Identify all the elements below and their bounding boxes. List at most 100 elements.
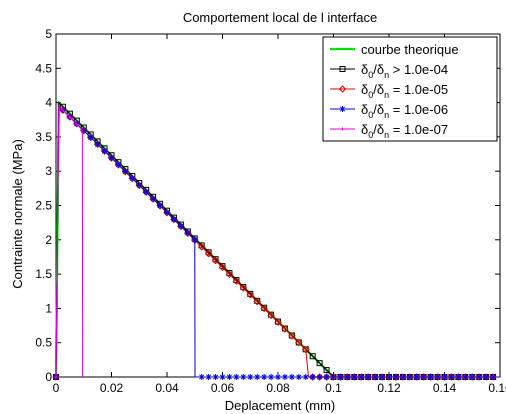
series-marker-3 [191, 236, 198, 243]
legend-label-part: = 1.0e-05 [389, 82, 448, 97]
series-marker-3 [94, 141, 101, 148]
series-marker-3 [476, 374, 483, 380]
x-tick-label: 0.02 [100, 381, 124, 395]
series-marker-2 [135, 181, 143, 190]
series-marker-2 [170, 215, 178, 224]
series-marker-3 [392, 374, 399, 380]
y-tick-label: 5 [45, 27, 52, 41]
series-marker-2 [260, 304, 268, 313]
series-marker-3 [164, 209, 170, 216]
legend-marker-2 [338, 85, 347, 93]
series-marker-2 [211, 256, 220, 265]
legend-entry-3: δ0/δn = 1.0e-06 [330, 102, 448, 120]
series-marker-3 [275, 374, 281, 380]
legend-marker-3 [339, 106, 346, 112]
legend-label-3: δ0/δn = 1.0e-06 [361, 102, 448, 120]
y-axis-label: Contrainte normale (MPa) [10, 139, 25, 289]
series-marker-2 [218, 263, 227, 272]
series-marker-2 [204, 250, 213, 258]
series-marker-3 [247, 374, 254, 380]
legend-marker-4 [341, 127, 344, 131]
legend-label-part: δ [361, 62, 368, 77]
series-marker-1 [309, 353, 316, 360]
series-marker-3 [150, 195, 157, 202]
y-tick-label: 1.5 [35, 267, 52, 281]
x-tick-label: 0.1 [325, 381, 342, 395]
series-marker-2 [281, 325, 289, 333]
series-marker-3 [177, 223, 184, 230]
series-group [52, 99, 500, 381]
series-marker-2 [197, 243, 206, 251]
series-marker-3 [413, 374, 420, 380]
series-marker-2 [246, 291, 254, 299]
series-marker-3 [434, 374, 441, 380]
legend-label-part: = 1.0e-06 [389, 102, 448, 117]
series-marker-2 [114, 161, 123, 169]
y-tick-label: 2 [45, 233, 52, 247]
x-tick-label: 0.16 [488, 381, 506, 395]
series-marker-3 [344, 374, 351, 380]
series-marker-3 [80, 127, 87, 134]
legend-label-1: δ0/δn > 1.0e-04 [361, 62, 448, 80]
series-marker-3 [101, 148, 108, 155]
legend-label-part: δ [361, 82, 368, 97]
y-tick-label: 0 [45, 370, 52, 384]
series-marker-4 [68, 115, 72, 119]
series-marker-3 [170, 216, 177, 223]
series-marker-2 [142, 188, 150, 196]
series-marker-3 [302, 374, 309, 380]
x-tick-label: 0.12 [377, 381, 401, 395]
legend-entry-0: courbe theorique [330, 42, 459, 57]
series-marker-1 [316, 360, 323, 367]
series-marker-4 [75, 122, 79, 126]
series-marker-3 [268, 374, 275, 380]
series-marker-3 [198, 374, 205, 380]
series-marker-2 [177, 222, 185, 231]
legend-label-part: δ [361, 102, 368, 117]
series-marker-3 [212, 374, 219, 380]
series-marker-2 [239, 284, 248, 292]
series-marker-3 [281, 374, 288, 380]
legend-label-part: δ [361, 122, 368, 137]
legend-label-part: /δ [373, 82, 384, 97]
series-marker-3 [122, 168, 129, 175]
series-marker-3 [441, 374, 448, 380]
series-marker-1 [205, 249, 212, 256]
y-tick-label: 4 [45, 96, 52, 110]
series-marker-1 [226, 270, 233, 277]
series-marker-2 [253, 297, 261, 306]
series-marker-3 [205, 374, 212, 380]
series-marker-2 [288, 332, 296, 340]
series-marker-3 [379, 374, 386, 380]
series-marker-3 [406, 374, 413, 380]
series-marker-3 [490, 374, 497, 380]
series-marker-3 [330, 374, 337, 380]
series-marker-3 [261, 374, 268, 380]
series-marker-4 [54, 375, 58, 379]
series-marker-1 [323, 367, 330, 374]
series-marker-3 [219, 374, 226, 380]
series-marker-2 [267, 311, 275, 320]
legend-entry-1: δ0/δn > 1.0e-04 [330, 62, 448, 80]
legend-marker-1 [339, 66, 346, 72]
legend-label-part: > 1.0e-04 [389, 62, 448, 77]
legend-label-part: 0 [368, 70, 373, 80]
series-marker-1 [212, 256, 219, 263]
legend-label-part: 0 [368, 90, 373, 100]
series-marker-3 [386, 374, 392, 380]
y-tick-label: 3 [45, 164, 52, 178]
series-marker-3 [372, 374, 379, 380]
series-marker-3 [420, 374, 427, 380]
series-marker-3 [337, 374, 344, 380]
series-marker-3 [136, 182, 143, 189]
legend-label-part: n [384, 130, 389, 140]
series-marker-3 [323, 374, 330, 380]
series-marker-3 [469, 374, 476, 380]
legend-label-part: 0 [368, 110, 373, 120]
series-marker-2 [184, 229, 192, 237]
series-marker-3 [316, 374, 323, 380]
series-marker-3 [462, 374, 469, 380]
series-marker-2 [86, 133, 95, 142]
series-marker-3 [358, 374, 365, 380]
x-axis-label: Deplacement (mm) [225, 398, 336, 413]
